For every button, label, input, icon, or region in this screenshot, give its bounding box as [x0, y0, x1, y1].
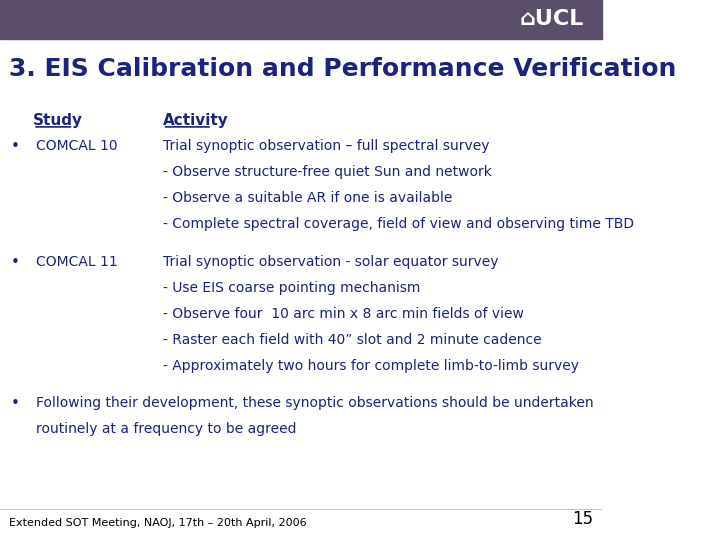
Text: •: •: [11, 396, 19, 411]
Text: COMCAL 10: COMCAL 10: [36, 139, 118, 153]
Bar: [0, 0, 602, 39]
Text: Following their development, these synoptic observations should be undertaken: Following their development, these synop…: [36, 396, 594, 410]
Text: ⌂UCL: ⌂UCL: [520, 9, 584, 30]
Text: Extended SOT Meeting, NAOJ, 17th – 20th April, 2006: Extended SOT Meeting, NAOJ, 17th – 20th …: [9, 518, 307, 528]
Text: - Observe four  10 arc min x 8 arc min fields of view: - Observe four 10 arc min x 8 arc min fi…: [163, 307, 523, 321]
Text: - Approximately two hours for complete limb-to-limb survey: - Approximately two hours for complete l…: [163, 359, 579, 373]
Text: - Observe a suitable AR if one is available: - Observe a suitable AR if one is availa…: [163, 191, 452, 205]
Text: Activity: Activity: [163, 113, 228, 129]
Text: Study: Study: [33, 113, 83, 129]
Text: COMCAL 11: COMCAL 11: [36, 255, 118, 269]
Text: - Raster each field with 40” slot and 2 minute cadence: - Raster each field with 40” slot and 2 …: [163, 333, 541, 347]
Text: Trial synoptic observation – full spectral survey: Trial synoptic observation – full spectr…: [163, 139, 489, 153]
Text: 3. EIS Calibration and Performance Verification: 3. EIS Calibration and Performance Verif…: [9, 57, 676, 80]
Text: 15: 15: [572, 510, 593, 528]
Text: •: •: [11, 139, 19, 154]
Text: •: •: [11, 255, 19, 270]
Text: Trial synoptic observation - solar equator survey: Trial synoptic observation - solar equat…: [163, 255, 498, 269]
Text: - Observe structure-free quiet Sun and network: - Observe structure-free quiet Sun and n…: [163, 165, 492, 179]
Text: routinely at a frequency to be agreed: routinely at a frequency to be agreed: [36, 422, 297, 436]
Text: - Complete spectral coverage, field of view and observing time TBD: - Complete spectral coverage, field of v…: [163, 217, 634, 231]
Text: - Use EIS coarse pointing mechanism: - Use EIS coarse pointing mechanism: [163, 281, 420, 295]
